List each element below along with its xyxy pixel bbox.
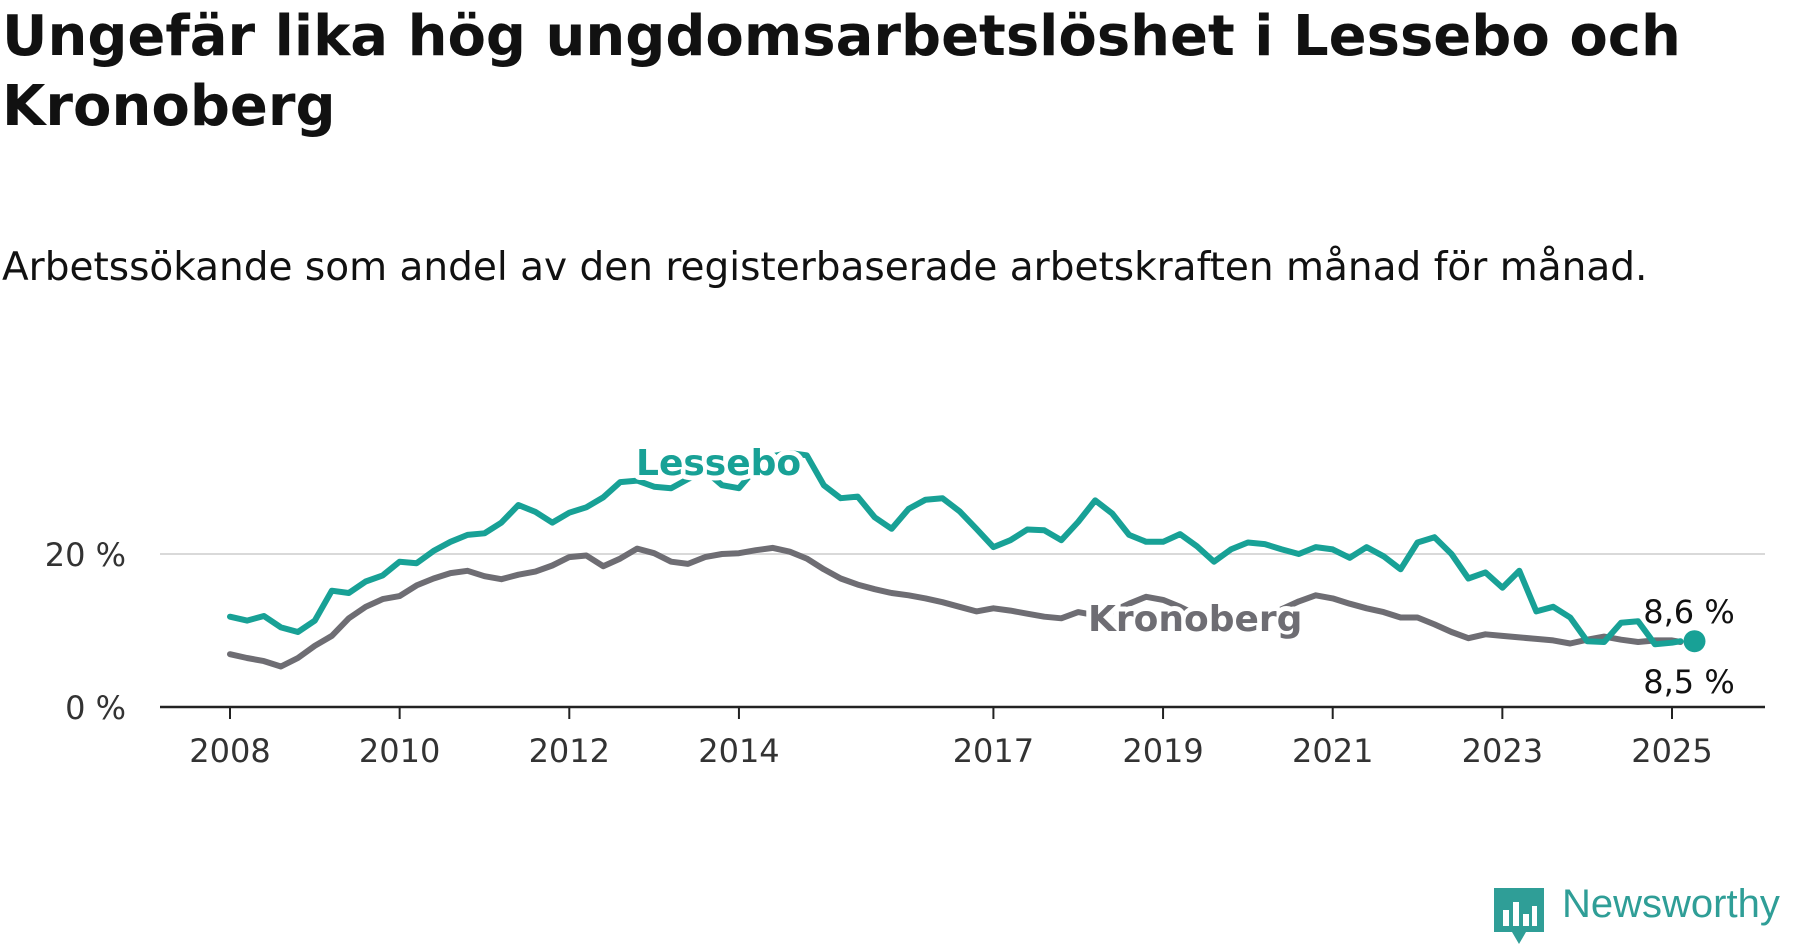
x-tick-label: 2025 — [1631, 732, 1712, 770]
end-label-lessebo: 8,6 % — [1643, 593, 1734, 631]
newsworthy-logo-text: Newsworthy — [1562, 882, 1780, 926]
series-label-lessebo: Lessebo — [636, 443, 801, 484]
series-label-kronoberg: Kronoberg — [1088, 599, 1302, 640]
newsworthy-logo-icon — [1494, 888, 1544, 944]
end-label-kronoberg: 8,5 % — [1643, 663, 1734, 701]
x-tick-label: 2023 — [1462, 732, 1543, 770]
x-tick-label: 2014 — [698, 732, 779, 770]
x-tick-label: 2010 — [359, 732, 440, 770]
x-tick-label: 2012 — [529, 732, 610, 770]
x-tick-label: 2019 — [1122, 732, 1203, 770]
series-line-kronoberg — [227, 544, 1684, 670]
series-label-lessebo-halo: Lessebo — [636, 443, 801, 484]
x-tick-label: 2021 — [1292, 732, 1373, 770]
series-line-lessebo — [227, 450, 1684, 648]
line-chart: 0 % 20 % 2008 2010 2012 2014 2017 2019 2021 2023 2… — [45, 438, 1765, 770]
chart-subtitle: Arbetssökande som andel av den registerb… — [2, 245, 1648, 290]
end-point-lessebo — [1683, 630, 1706, 653]
series-label-kronoberg-halo: Kronoberg — [1088, 599, 1302, 640]
x-tick-label: 2008 — [189, 732, 270, 770]
chart-title: Ungefär lika hög ungdomsarbetslöshet i L… — [2, 4, 1681, 139]
y-tick-label: 20 % — [45, 536, 126, 574]
x-tick-label: 2017 — [953, 732, 1034, 770]
y-tick-label: 0 % — [65, 689, 126, 727]
